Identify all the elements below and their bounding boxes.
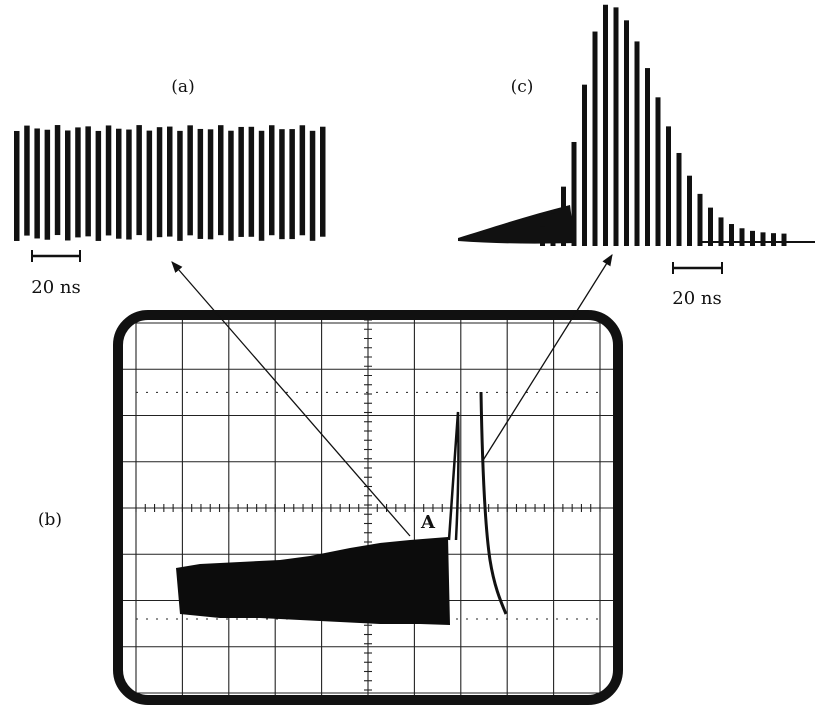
stripe bbox=[677, 153, 682, 246]
panel-label: (c) bbox=[511, 77, 534, 97]
stripe bbox=[782, 234, 787, 246]
stripe bbox=[593, 32, 598, 246]
stripe bbox=[136, 125, 142, 235]
stripe bbox=[740, 228, 745, 246]
stripe bbox=[551, 214, 556, 246]
stripe bbox=[761, 232, 766, 246]
stripe bbox=[269, 125, 275, 235]
stripe bbox=[208, 129, 214, 239]
stripe bbox=[14, 131, 20, 241]
trace-spike bbox=[449, 412, 458, 540]
stripe bbox=[34, 128, 40, 238]
stripe bbox=[624, 20, 629, 246]
stripe bbox=[167, 127, 173, 237]
stripe bbox=[249, 127, 255, 237]
stripe bbox=[279, 129, 285, 239]
stripe bbox=[55, 125, 61, 235]
stripe bbox=[320, 127, 326, 237]
stripe bbox=[157, 127, 163, 237]
stripe bbox=[582, 85, 587, 246]
stripe bbox=[656, 97, 661, 246]
trace-blob bbox=[176, 537, 450, 625]
stripe bbox=[24, 126, 30, 236]
stripe bbox=[572, 142, 577, 246]
scale-label: 20 ns bbox=[672, 288, 721, 309]
burst-base bbox=[458, 205, 575, 244]
trace-spike bbox=[481, 392, 506, 614]
scale-label: 20 ns bbox=[31, 277, 80, 298]
stripe bbox=[603, 5, 608, 246]
stripe bbox=[65, 130, 71, 240]
stripe bbox=[45, 130, 51, 240]
marker-label: A bbox=[420, 512, 436, 533]
stripe bbox=[540, 227, 545, 246]
stripe bbox=[75, 127, 81, 237]
stripe bbox=[635, 41, 640, 246]
stripe bbox=[687, 176, 692, 246]
stripe bbox=[561, 187, 566, 246]
stripe bbox=[645, 68, 650, 246]
stripe bbox=[259, 131, 265, 241]
stripe bbox=[698, 194, 703, 246]
panel-label: (a) bbox=[171, 77, 194, 97]
stripe bbox=[708, 208, 713, 246]
arrow bbox=[172, 262, 410, 536]
arrow bbox=[482, 255, 612, 462]
panel-label: (b) bbox=[38, 510, 62, 530]
stripe bbox=[310, 131, 316, 241]
stripe bbox=[300, 125, 306, 235]
stripe bbox=[187, 125, 193, 235]
figure: (a) (b) (c) 20 ns 20 ns A bbox=[0, 0, 819, 708]
stripe bbox=[228, 131, 234, 241]
stripe bbox=[218, 125, 224, 235]
stripe bbox=[106, 125, 112, 235]
stripe bbox=[116, 129, 122, 239]
stripe bbox=[96, 131, 102, 241]
stripe bbox=[771, 233, 776, 246]
stripe bbox=[750, 231, 755, 246]
stripe bbox=[147, 131, 153, 241]
stripe bbox=[238, 127, 244, 237]
stripe bbox=[177, 131, 183, 241]
waveform-a bbox=[14, 125, 326, 241]
stripe bbox=[85, 126, 91, 236]
oscilloscope-screen bbox=[116, 310, 620, 708]
stripe bbox=[126, 130, 132, 240]
stripe bbox=[666, 126, 671, 246]
stripe bbox=[289, 129, 295, 239]
stripe bbox=[614, 7, 619, 246]
waveform-c bbox=[458, 5, 815, 246]
stripe bbox=[198, 129, 204, 239]
